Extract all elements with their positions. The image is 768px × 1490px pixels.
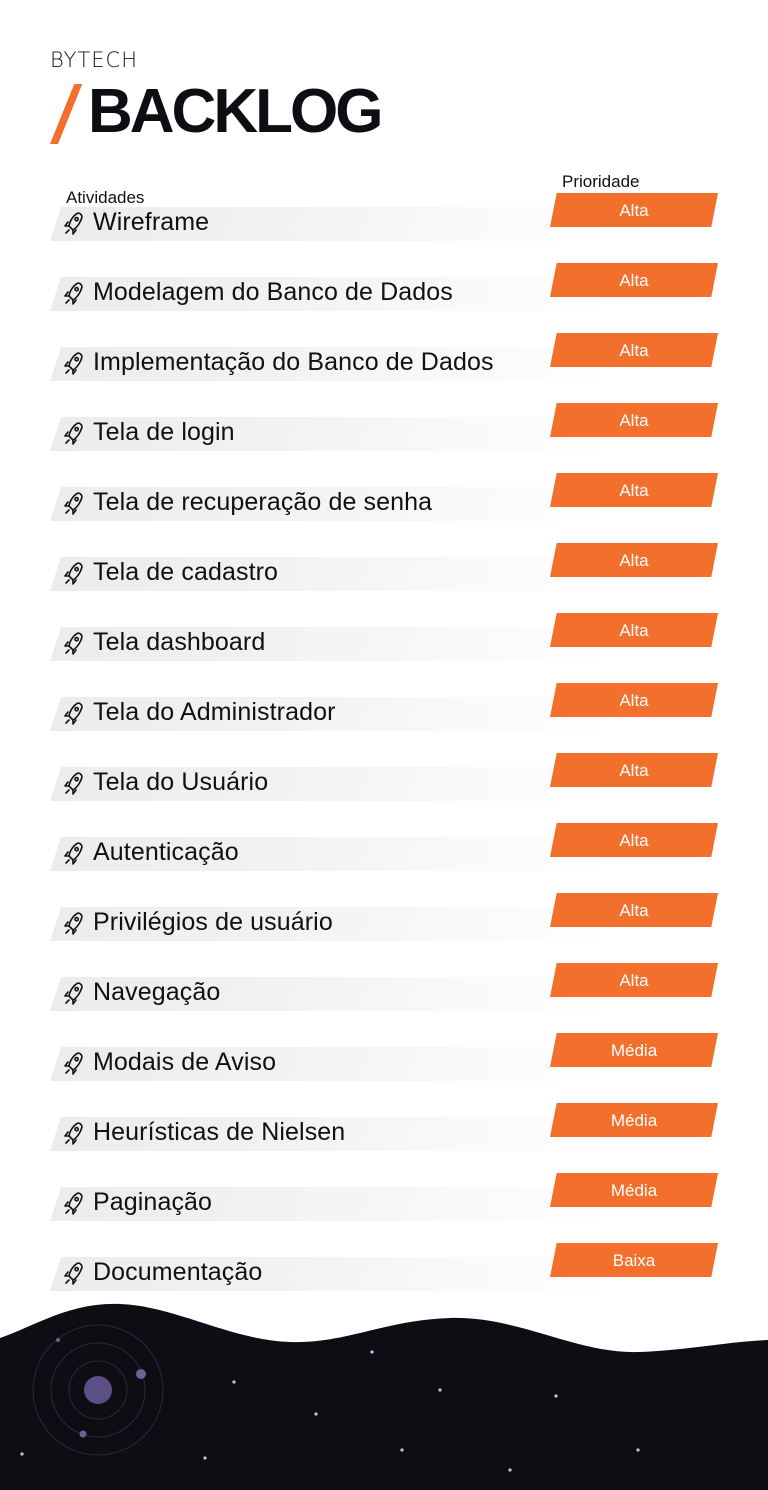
rocket-icon (62, 211, 84, 235)
priority-label: Alta (619, 481, 649, 500)
priority-label: Alta (619, 971, 649, 990)
priority-label: Alta (619, 341, 649, 360)
priority-label: Alta (619, 271, 649, 290)
rocket-icon (62, 631, 84, 655)
backlog-row: Modais de Aviso Média (50, 1033, 718, 1081)
rocket-icon (62, 281, 84, 305)
activity-label: Tela do Usuário (93, 768, 269, 796)
activities-header: Atividades (66, 188, 145, 207)
page-title: BACKLOG (88, 77, 383, 146)
activity-label: Documentação (93, 1258, 263, 1286)
priority-badge: Média (550, 1173, 718, 1207)
title-slash (50, 84, 83, 144)
priority-header: Prioridade (562, 172, 640, 191)
priority-label: Alta (619, 691, 649, 710)
priority-badge: Alta (550, 543, 718, 577)
activity-label: Implementação do Banco de Dados (93, 348, 494, 376)
backlog-row: Tela dashboard Alta (50, 613, 718, 661)
backlog-row: Heurísticas de Nielsen Média (50, 1103, 718, 1151)
activity-label: Tela de recuperação de senha (93, 488, 433, 516)
priority-label: Alta (619, 411, 649, 430)
priority-label: Média (610, 1181, 658, 1200)
priority-badge: Alta (550, 823, 718, 857)
rocket-icon (62, 701, 84, 725)
rocket-icon (62, 1191, 84, 1215)
backlog-row: Paginação Média (50, 1173, 718, 1221)
rocket-icon (62, 841, 84, 865)
rocket-icon (62, 771, 84, 795)
rocket-icon (62, 911, 84, 935)
priority-badge: Média (550, 1033, 718, 1067)
backlog-row: Documentação Baixa (50, 1243, 718, 1291)
activity-label: Modais de Aviso (93, 1048, 277, 1076)
rocket-icon (62, 1261, 84, 1285)
activity-label: Tela do Administrador (93, 698, 336, 726)
priority-label: Alta (619, 551, 649, 570)
rocket-icon (62, 1121, 84, 1145)
backlog-row: Wireframe Alta (50, 193, 718, 241)
space-footer (0, 1303, 768, 1490)
priority-badge: Alta (550, 753, 718, 787)
activity-label: Paginação (93, 1188, 213, 1216)
backlog-row: Tela de login Alta (50, 403, 718, 451)
backlog-row: Navegação Alta (50, 963, 718, 1011)
priority-badge: Alta (550, 193, 718, 227)
rocket-icon (62, 1051, 84, 1075)
priority-label: Média (610, 1041, 658, 1060)
priority-badge: Alta (550, 263, 718, 297)
activity-label: Tela de cadastro (93, 558, 279, 586)
planet-icon (32, 1324, 164, 1456)
backlog-row: Implementação do Banco de Dados Alta (50, 333, 718, 381)
priority-label: Média (610, 1111, 658, 1130)
priority-badge: Média (550, 1103, 718, 1137)
activity-label: Tela de login (93, 418, 235, 446)
priority-badge: Alta (550, 613, 718, 647)
brand-logo: BYTECH (50, 48, 138, 72)
activity-label: Tela dashboard (93, 628, 266, 656)
priority-badge: Baixa (550, 1243, 718, 1277)
backlog-row: Autenticação Alta (50, 823, 718, 871)
priority-badge: Alta (550, 403, 718, 437)
activity-label: Navegação (93, 978, 221, 1006)
priority-label: Alta (619, 761, 649, 780)
priority-badge: Alta (550, 963, 718, 997)
backlog-row: Tela de cadastro Alta (50, 543, 718, 591)
rocket-icon (62, 491, 84, 515)
backlog-row: Privilégios de usuário Alta (50, 893, 718, 941)
priority-badge: Alta (550, 333, 718, 367)
rocket-icon (62, 351, 84, 375)
priority-badge: Alta (550, 473, 718, 507)
activity-label: Wireframe (93, 208, 210, 236)
priority-badge: Alta (550, 683, 718, 717)
activity-label: Heurísticas de Nielsen (93, 1118, 346, 1146)
priority-label: Alta (619, 901, 649, 920)
priority-label: Alta (619, 831, 649, 850)
priority-label: Baixa (612, 1251, 656, 1270)
priority-badge: Alta (550, 893, 718, 927)
backlog-row: Modelagem do Banco de Dados Alta (50, 263, 718, 311)
rocket-icon (62, 561, 84, 585)
rocket-icon (62, 421, 84, 445)
activity-label: Privilégios de usuário (93, 908, 333, 936)
priority-label: Alta (619, 621, 649, 640)
backlog-row: Tela de recuperação de senha Alta (50, 473, 718, 521)
stars (20, 1350, 640, 1472)
rocket-icon (62, 981, 84, 1005)
backlog-row: Tela do Administrador Alta (50, 683, 718, 731)
backlog-row: Tela do Usuário Alta (50, 753, 718, 801)
activity-label: Autenticação (93, 838, 239, 866)
activity-label: Modelagem do Banco de Dados (93, 278, 453, 306)
priority-label: Alta (619, 201, 649, 220)
